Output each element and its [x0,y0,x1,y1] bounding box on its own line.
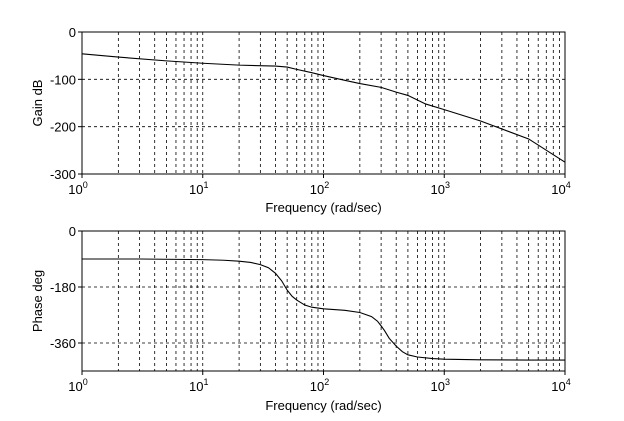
gain-y-axis-label: Gain dB [30,80,45,127]
gain-xtick-label: 102 [310,180,329,197]
gain-xtick-label: 101 [189,180,208,197]
phase-axes-frame [81,230,566,372]
gain-x-axis-label: Frequency (rad/sec) [265,200,381,215]
phase-xtick-label: 104 [551,377,570,394]
phase-xtick-label: 100 [68,377,87,394]
gain-ytick-label: -100 [50,72,76,87]
phase-xtick-label: 101 [189,377,208,394]
phase-series-line [82,258,565,361]
phase-plot: 0 -180 -360 100 101 102 103 104 Frequency (rad/s… [30,224,571,413]
gain-xtick-label: 103 [431,180,450,197]
phase-ytick-label: 0 [69,224,76,239]
gain-series-line [81,53,566,163]
phase-xtick-label: 103 [431,377,450,394]
phase-ytick-label: -360 [50,336,76,351]
gain-xtick-label: 104 [551,180,570,197]
phase-x-axis-label: Frequency (rad/sec) [265,398,381,413]
phase-ytick-label: -180 [50,280,76,295]
gain-axes-frame [81,31,566,175]
gain-ytick-label: -200 [50,120,76,135]
phase-xtick-label: 102 [310,377,329,394]
gain-ytick-label: 0 [69,25,76,40]
phase-y-axis-label: Phase deg [30,270,45,332]
gain-xtick-label: 100 [68,180,87,197]
gain-ytick-label: -300 [50,167,76,182]
